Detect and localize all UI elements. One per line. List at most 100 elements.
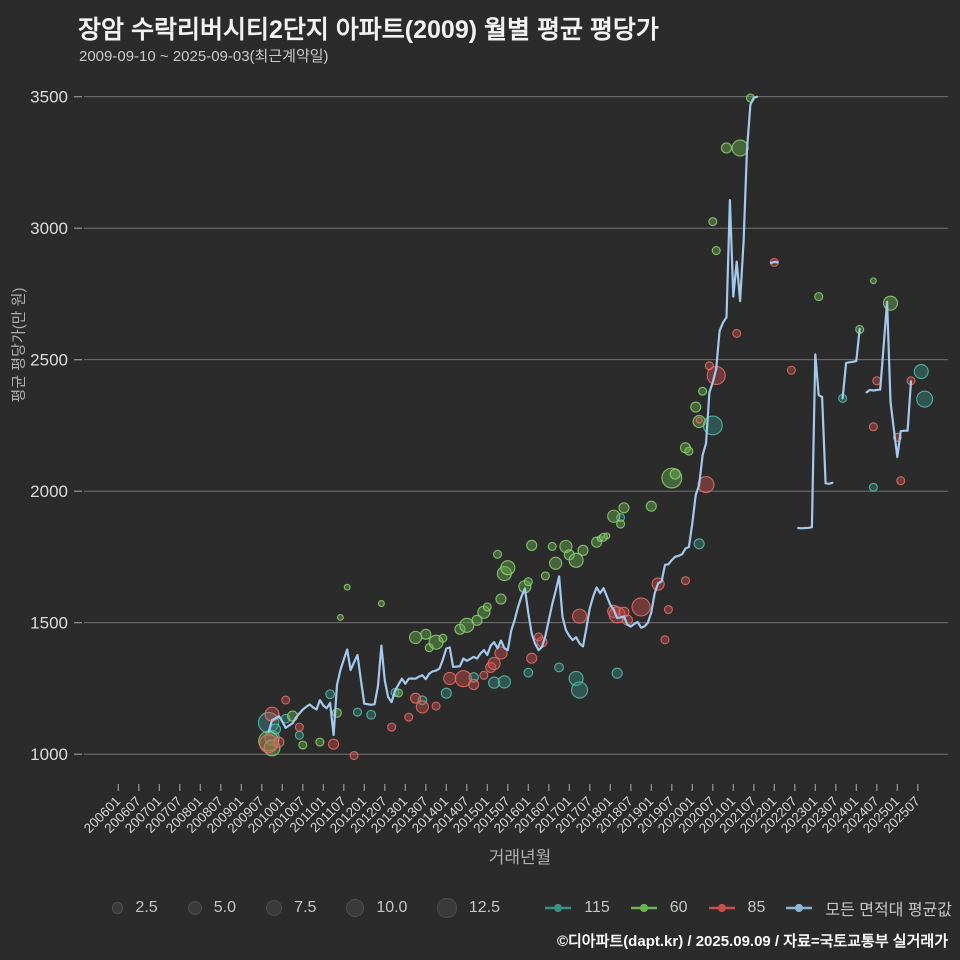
bubble-60 bbox=[711, 246, 721, 256]
bubble-60 bbox=[598, 532, 609, 542]
bubble-60 bbox=[720, 142, 733, 154]
x-axis-title: 거래년월 bbox=[488, 848, 552, 867]
bubble-size-legend: 2.5 5.0 7.5 10.0 12.5 bbox=[112, 898, 500, 918]
bubble-60 bbox=[618, 502, 630, 514]
bubble-85 bbox=[663, 605, 673, 615]
average-line bbox=[267, 95, 759, 737]
bubble-85 bbox=[409, 692, 422, 704]
chart-legend: 2.5 5.0 7.5 10.0 12.5 115 60 85 모든 면적대 평균값 bbox=[112, 890, 952, 926]
size-legend-label: 10.0 bbox=[376, 898, 408, 916]
bubble-85 bbox=[431, 701, 441, 711]
bubble-85 bbox=[479, 670, 489, 680]
y-tick-label: 2500 bbox=[30, 351, 68, 370]
chart-title: 장암 수락리버시티2단지 아파트(2009) 월별 평균 평당가 bbox=[78, 16, 659, 44]
series-legend-label: 115 bbox=[584, 899, 610, 916]
bubble-85 bbox=[680, 576, 691, 586]
bubble-60 bbox=[869, 277, 877, 285]
size-legend-item: 12.5 bbox=[437, 898, 500, 918]
series-line-dot-icon bbox=[708, 903, 735, 913]
bubble-85 bbox=[660, 635, 670, 645]
size-legend-item: 5.0 bbox=[187, 899, 236, 917]
bubble-85 bbox=[786, 365, 796, 375]
y-tick-label: 2000 bbox=[30, 482, 68, 501]
bubble-115 bbox=[325, 689, 336, 700]
bubble-85 bbox=[327, 738, 340, 750]
bubble-85 bbox=[571, 608, 588, 624]
bubble-60 bbox=[540, 571, 550, 581]
bubble-60 bbox=[336, 613, 344, 621]
bubble-115 bbox=[916, 390, 934, 408]
bubble-60 bbox=[692, 414, 706, 429]
y-tick-label: 1500 bbox=[30, 614, 68, 633]
bubble-115 bbox=[611, 667, 623, 679]
bubble-60 bbox=[495, 593, 507, 605]
size-legend-dot-icon bbox=[112, 902, 124, 914]
y-tick-label: 1000 bbox=[30, 745, 68, 764]
bubble-115 bbox=[352, 707, 362, 717]
bubble-85 bbox=[443, 671, 457, 686]
bubble-60 bbox=[408, 630, 423, 645]
bubble-85 bbox=[631, 597, 651, 617]
y-tick-label: 3500 bbox=[30, 88, 68, 107]
bubble-115 bbox=[570, 681, 589, 699]
bubble-60 bbox=[591, 536, 603, 548]
series-legend: 115 60 85 모든 면적대 평균값 bbox=[544, 896, 952, 920]
bubble-60 bbox=[523, 577, 533, 587]
bubble-115 bbox=[497, 675, 511, 689]
size-legend-label: 7.5 bbox=[294, 898, 317, 916]
bubble-60 bbox=[708, 217, 718, 227]
series-legend-label: 모든 면적대 평균값 bbox=[825, 902, 952, 919]
size-legend-label: 2.5 bbox=[135, 898, 158, 916]
bubble-60 bbox=[315, 737, 325, 747]
y-tick-label: 3000 bbox=[30, 219, 68, 238]
series-line-dot-icon bbox=[545, 903, 572, 913]
bubble-60 bbox=[343, 583, 351, 591]
size-legend-dot-icon bbox=[437, 898, 457, 918]
bubble-60 bbox=[577, 544, 589, 556]
series-legend-item: 모든 면적대 평균값 bbox=[785, 896, 952, 920]
bubble-60 bbox=[684, 446, 694, 456]
series-legend-label: 60 bbox=[669, 899, 688, 916]
bubble-115 bbox=[523, 667, 534, 678]
chart-subtitle: 2009-09-10 ~ 2025-09-03(최근계약일) bbox=[79, 48, 329, 65]
bubble-60 bbox=[493, 549, 503, 559]
bubble-85 bbox=[487, 656, 501, 671]
average-line bbox=[865, 300, 913, 459]
attribution: ©디아파트(dapt.kr) / 2025.09.09 / 자료=국토교통부 실… bbox=[556, 933, 948, 950]
series-line-dot-icon bbox=[630, 903, 657, 913]
bubble-85 bbox=[732, 328, 742, 338]
bubble-85 bbox=[468, 678, 480, 691]
bubble-60 bbox=[482, 602, 492, 612]
bubble-60 bbox=[645, 500, 657, 512]
bubble-85 bbox=[868, 422, 878, 432]
bubble-85 bbox=[454, 670, 472, 688]
bubble-60 bbox=[731, 139, 749, 157]
size-legend-dot-icon bbox=[187, 900, 202, 916]
bubble-60 bbox=[471, 614, 483, 626]
bubble-60 bbox=[669, 468, 681, 480]
bubble-60 bbox=[698, 386, 708, 396]
bubble-60 bbox=[298, 740, 308, 750]
average-line bbox=[769, 260, 779, 264]
bubble-60 bbox=[547, 541, 557, 551]
series-legend-label: 85 bbox=[747, 899, 766, 916]
bubble-115 bbox=[440, 687, 452, 699]
bubble-115 bbox=[868, 482, 878, 492]
bubble-60 bbox=[607, 509, 621, 523]
bubble-115 bbox=[913, 363, 929, 380]
bubble-85 bbox=[294, 722, 304, 732]
average-line bbox=[797, 353, 834, 530]
bubble-60 bbox=[568, 552, 584, 568]
bubble-60 bbox=[420, 628, 432, 640]
bubble-85 bbox=[273, 736, 285, 748]
bubble-85 bbox=[896, 476, 906, 486]
size-legend-dot-icon bbox=[266, 899, 283, 917]
size-legend-item: 7.5 bbox=[266, 899, 316, 917]
bubble-60 bbox=[459, 617, 475, 633]
series-legend-item: 85 bbox=[708, 899, 766, 917]
bubble-115 bbox=[554, 662, 564, 673]
bubble-85 bbox=[697, 476, 715, 494]
bubble-85 bbox=[494, 646, 508, 660]
bubble-60 bbox=[814, 292, 824, 302]
